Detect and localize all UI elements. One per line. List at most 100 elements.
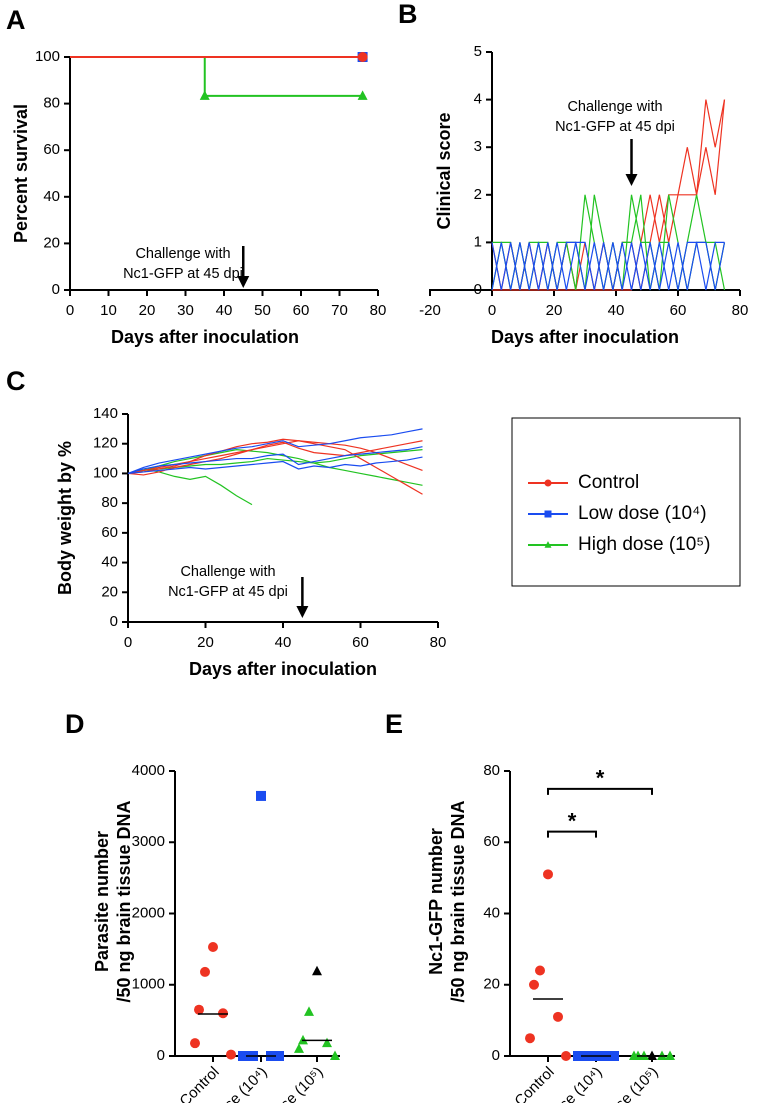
series-line (127, 428, 423, 474)
y-tick-label: 3000 (132, 833, 165, 850)
y-tick-label: 80 (101, 494, 118, 511)
x-tick-label: 60 (293, 302, 310, 319)
y-tick-label: 5 (474, 43, 482, 60)
legend-label: Control (578, 472, 639, 493)
marker (190, 1038, 200, 1049)
x-tick-label: 0 (124, 634, 132, 651)
annotation: Nc1-GFP at 45 dpi (123, 266, 243, 282)
significance-label: * (568, 808, 577, 833)
marker (274, 1051, 284, 1061)
x-axis-label: Days after inoculation (111, 327, 299, 347)
y-tick-label: 0 (157, 1047, 165, 1064)
y-tick-label: 140 (93, 405, 118, 422)
y-tick-label: 80 (43, 95, 60, 112)
y-axis-label: Body weight by % (55, 441, 75, 595)
y-tick-label: 40 (43, 188, 60, 205)
y-tick-label: 0 (492, 1047, 500, 1064)
marker (544, 541, 552, 548)
marker (330, 1050, 340, 1060)
marker (256, 790, 266, 801)
annotation: Nc1-GFP at 45 dpi (168, 584, 288, 600)
y-tick-label: 20 (483, 976, 500, 993)
x-tick-label: 0 (488, 302, 496, 319)
significance-bracket (547, 830, 597, 838)
x-tick-label: Control (511, 1064, 557, 1103)
arrow-head (296, 606, 309, 618)
marker (294, 1043, 304, 1053)
marker (665, 1050, 675, 1060)
x-tick-label: 20 (546, 302, 563, 319)
marker (194, 1004, 204, 1015)
y-tick-label: 60 (43, 141, 60, 158)
series-line (127, 438, 423, 475)
y-tick-label: 100 (93, 464, 118, 481)
series-line (127, 440, 423, 476)
annotation: Challenge with (567, 99, 662, 115)
legend-box (511, 417, 741, 587)
y-tick-label: 0 (52, 281, 60, 298)
marker (529, 979, 539, 990)
y-tick-label: 2 (474, 186, 482, 203)
x-tick-label: 20 (139, 302, 156, 319)
marker (304, 1006, 314, 1016)
y-tick-label: 80 (483, 762, 500, 779)
x-axis-label: Days after inoculation (189, 659, 377, 679)
series-line (127, 446, 423, 475)
marker (609, 1051, 619, 1061)
x-tick-label: 0 (66, 302, 74, 319)
series-line (127, 456, 423, 475)
legend-label: Low dose (10⁴) (578, 503, 707, 524)
annotation: Challenge with (180, 564, 275, 580)
x-tick-label: -20 (419, 302, 441, 319)
y-tick-label: 40 (483, 904, 500, 921)
annotation: Nc1-GFP at 45 dpi (555, 119, 675, 135)
marker (553, 1011, 563, 1022)
x-tick-label: 80 (370, 302, 387, 319)
series-line (127, 449, 423, 486)
y-axis-label: Nc1-GFP number (426, 828, 446, 975)
marker (312, 965, 322, 976)
y-tick-label: 0 (110, 613, 118, 630)
marker (543, 869, 553, 880)
legend-label: High dose (10⁵) (578, 534, 711, 555)
x-tick-label: 40 (275, 634, 292, 651)
x-tick-label: 60 (352, 634, 369, 651)
annotation: Challenge with (135, 246, 230, 262)
x-tick-label: 40 (216, 302, 233, 319)
y-axis-label: /50 ng brain tissue DNA (114, 800, 134, 1002)
y-tick-label: 4 (474, 91, 482, 108)
y-tick-label: 120 (93, 435, 118, 452)
y-tick-label: 20 (101, 583, 118, 600)
marker (544, 479, 552, 487)
y-tick-label: 1 (474, 233, 482, 250)
x-tick-label: 50 (254, 302, 271, 319)
marker (199, 90, 210, 100)
panel-label: D (65, 709, 85, 739)
y-tick-label: 1000 (132, 976, 165, 993)
y-tick-label: 20 (43, 234, 60, 251)
survival-line (70, 56, 363, 97)
marker (544, 510, 552, 518)
x-tick-label: 20 (197, 634, 214, 651)
marker (322, 1037, 332, 1048)
y-tick-label: 2000 (132, 904, 165, 921)
significance-label: * (596, 766, 605, 791)
marker (629, 1050, 639, 1060)
marker (357, 90, 368, 100)
marker (226, 1049, 236, 1060)
x-axis-label: Days after inoculation (491, 327, 679, 347)
x-tick-label: 30 (177, 302, 194, 319)
panel-label: B (398, 0, 418, 29)
y-tick-label: 100 (35, 48, 60, 65)
marker (561, 1051, 571, 1061)
y-tick-label: 40 (101, 554, 118, 571)
x-tick-label: 60 (670, 302, 687, 319)
series-line (491, 241, 726, 291)
y-axis-label: Parasite number (92, 831, 112, 972)
panel-label: C (6, 366, 26, 396)
marker (238, 1051, 248, 1061)
y-tick-label: 4000 (132, 762, 165, 779)
y-axis-label: /50 ng brain tissue DNA (448, 800, 468, 1002)
x-tick-label: 70 (331, 302, 348, 319)
